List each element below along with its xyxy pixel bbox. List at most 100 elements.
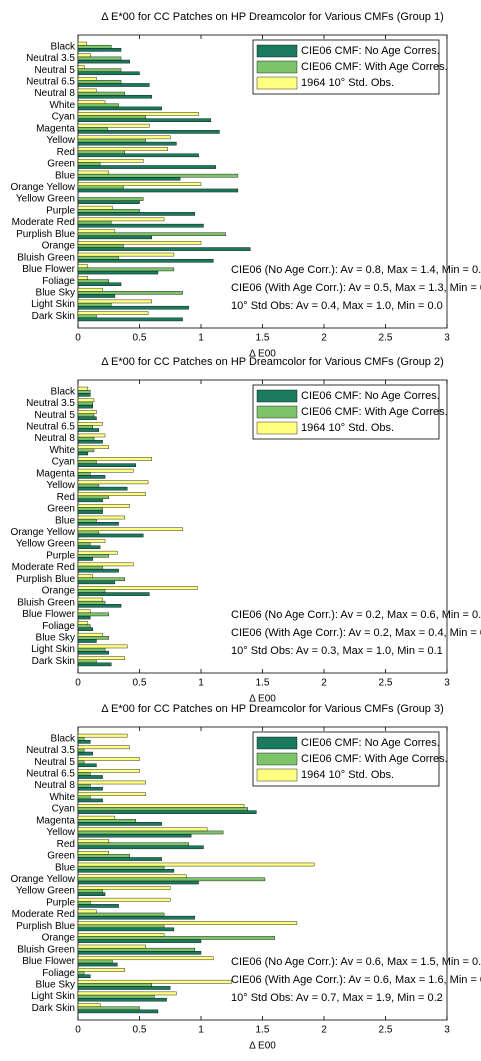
bar: [77, 53, 91, 58]
bar: [77, 636, 109, 640]
bar: [77, 314, 97, 319]
bar: [77, 404, 93, 409]
y-tick-label: Bluish Green: [17, 944, 75, 955]
bar: [77, 393, 91, 397]
y-tick-label: Blue: [55, 862, 75, 873]
bar: [77, 780, 146, 785]
x-tick-label: 2: [321, 678, 327, 689]
bar: [77, 480, 149, 485]
bar: [77, 962, 118, 967]
bar: [77, 468, 134, 473]
bar: [77, 200, 140, 204]
bar: [77, 822, 162, 826]
bar: [77, 267, 175, 272]
bar: [77, 604, 122, 608]
y-tick-label: Blue: [55, 515, 75, 526]
bar: [77, 554, 109, 558]
bar: [77, 597, 103, 602]
bar: [77, 586, 198, 590]
bar: [77, 877, 266, 882]
legend-swatch: [256, 405, 298, 419]
bar: [77, 565, 103, 570]
bar: [77, 71, 140, 76]
y-tick-label: Purple: [46, 897, 75, 908]
y-tick-label: Neutral 6.5: [26, 77, 75, 88]
bar: [77, 757, 140, 761]
bar: [77, 786, 103, 791]
bar: [77, 833, 192, 838]
legend-swatch: [256, 768, 298, 782]
y-tick-label: Yellow: [46, 480, 75, 491]
bar: [77, 775, 103, 779]
bar: [77, 971, 85, 975]
x-axis-label: Δ E00: [249, 1041, 276, 1052]
bar: [77, 662, 112, 667]
bar: [77, 515, 125, 520]
bar: [77, 912, 165, 917]
legend-label: CIE06 CMF: No Age Corres.: [301, 737, 440, 749]
chart-title: Δ E*00 for CC Patches on HP Dreamcolor f…: [101, 11, 444, 23]
y-tick-label: Green: [47, 504, 75, 515]
bar: [77, 1006, 140, 1011]
bar: [77, 282, 122, 287]
bar: [77, 748, 85, 753]
bar: [77, 994, 155, 999]
bar: [77, 255, 119, 260]
y-tick-label: Cyan: [52, 457, 75, 468]
bar: [77, 647, 106, 652]
y-tick-label: Moderate Red: [12, 562, 75, 573]
bar: [77, 839, 109, 843]
y-tick-label: Black: [51, 733, 76, 744]
y-tick-label: Neutral 5: [34, 757, 75, 768]
y-tick-label: Neutral 5: [34, 410, 75, 421]
legend-swatch: [256, 389, 298, 403]
bar: [77, 291, 183, 295]
bar: [77, 951, 202, 955]
bar: [77, 88, 97, 93]
annotation: CIE06 (With Age Corr.): Av = 0.6, Max = …: [231, 974, 481, 986]
bar: [77, 991, 177, 996]
bar: [77, 959, 113, 964]
x-tick-label: 1.5: [256, 1025, 270, 1036]
bar: [77, 264, 89, 269]
x-tick-label: 2.5: [379, 678, 393, 689]
bar: [77, 865, 165, 870]
bar: [77, 498, 103, 503]
bar: [77, 445, 109, 449]
bar: [77, 416, 97, 421]
bar: [77, 483, 100, 488]
x-tick-label: 1.5: [256, 678, 270, 689]
bar: [77, 247, 251, 251]
y-tick-label: Purple: [46, 550, 75, 561]
bar: [77, 276, 89, 280]
y-tick-label: Cyan: [52, 112, 75, 123]
y-tick-label: Purplish Blue: [16, 229, 75, 240]
y-tick-label: Neutral 5: [34, 65, 75, 76]
bar: [77, 91, 125, 96]
legend-label: CIE06 CMF: No Age Corres.: [301, 390, 440, 402]
bar: [77, 48, 122, 52]
y-tick-label: Blue Flower: [22, 609, 75, 620]
y-tick-label: Neutral 6.5: [26, 769, 75, 780]
y-tick-label: Orange: [42, 241, 76, 252]
bar: [77, 795, 91, 800]
y-tick-label: Magenta: [36, 123, 75, 134]
bar: [77, 609, 91, 614]
y-tick-label: Blue Flower: [22, 264, 75, 275]
bar: [77, 229, 116, 233]
legend-swatch: [256, 76, 298, 90]
bar: [77, 986, 171, 990]
bar: [77, 56, 122, 61]
bar: [77, 205, 113, 210]
bar: [77, 389, 91, 394]
bar: [77, 533, 144, 538]
bar: [77, 901, 91, 905]
bar: [77, 270, 159, 275]
y-tick-label: Light Skin: [31, 644, 75, 655]
bar: [77, 182, 202, 186]
bar: [77, 170, 109, 175]
annotation: 10° Std Obs: Av = 0.3, Max = 1.0, Min = …: [231, 645, 443, 657]
y-tick-label: Neutral 8: [34, 88, 75, 99]
bar: [77, 979, 232, 984]
